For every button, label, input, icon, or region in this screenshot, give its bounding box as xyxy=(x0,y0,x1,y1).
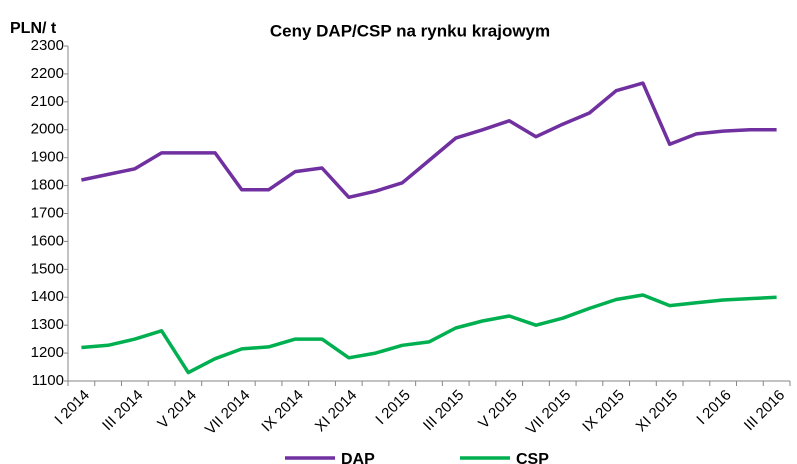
x-tick-label: V 2015 xyxy=(475,387,521,433)
y-tick-label: 2300 xyxy=(31,37,64,54)
y-tick-label: 2200 xyxy=(31,65,64,82)
x-tick-label: I 2016 xyxy=(693,387,735,429)
x-tick-label: XI 2014 xyxy=(312,387,361,436)
y-tick-label: 1500 xyxy=(31,260,64,277)
y-tick-label: 2000 xyxy=(31,121,64,138)
y-tick-label: 1600 xyxy=(31,232,64,249)
y-tick-label: 1800 xyxy=(31,177,64,194)
line-series xyxy=(81,81,777,200)
x-tick-label: IX 2014 xyxy=(258,387,307,436)
y-tick-label: 1900 xyxy=(31,149,64,166)
y-tick-label: 1100 xyxy=(32,372,64,389)
x-tick-label: V 2014 xyxy=(154,387,200,433)
x-tick-label: IX 2015 xyxy=(579,387,628,436)
y-tick-label: 1700 xyxy=(31,204,64,221)
y-tick-label: 1200 xyxy=(31,344,64,361)
chart-title: Ceny DAP/CSP na rynku krajowym xyxy=(270,21,550,40)
x-tick-label: XI 2015 xyxy=(633,387,682,436)
y-tick-label: 1400 xyxy=(31,288,64,305)
x-tick-label: III 2015 xyxy=(420,387,467,434)
x-tick-label: III 2016 xyxy=(741,387,788,434)
y-tick-label: 2100 xyxy=(31,93,64,110)
x-tick-label: I 2014 xyxy=(51,387,93,429)
x-tick-label: III 2014 xyxy=(99,387,146,434)
legend-label: CSP xyxy=(516,451,549,464)
line-series xyxy=(81,293,777,375)
x-tick-label: VII 2014 xyxy=(202,387,254,439)
x-tick-label: I 2015 xyxy=(372,387,414,429)
x-tick-label: VII 2015 xyxy=(523,387,575,439)
y-axis-label: PLN/ t xyxy=(10,20,57,37)
legend-label: DAP xyxy=(341,451,375,464)
y-tick-label: 1300 xyxy=(31,316,64,333)
